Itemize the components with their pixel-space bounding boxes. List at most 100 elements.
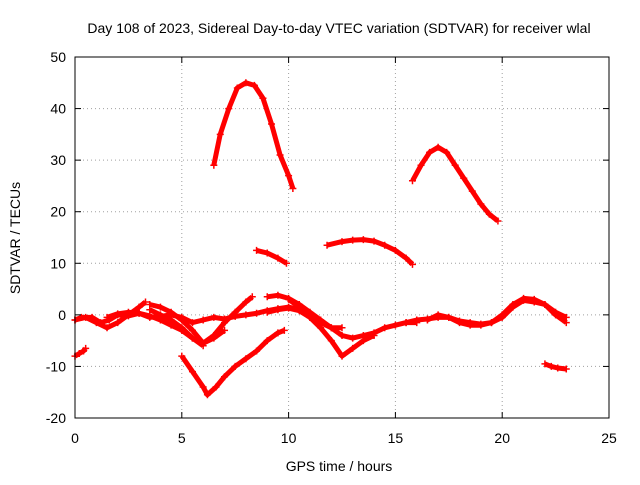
data-point [242,355,250,363]
data-point [146,312,154,320]
data-point [359,337,367,345]
series-line [179,327,286,398]
data-point [88,313,96,321]
data-point [188,319,196,327]
data-point [212,383,220,391]
data-point [114,319,122,327]
data-point [242,298,250,306]
data-point [317,324,325,332]
data-point [445,313,453,321]
data-point [242,79,250,87]
data-point [349,236,357,244]
data-point [274,306,282,314]
data-point [562,365,570,373]
data-point [82,344,90,352]
series-arc-12 [285,295,378,360]
data-point [413,316,421,324]
data-point [417,161,425,169]
x-tick-label: 5 [178,430,186,446]
data-point [402,254,410,262]
data-point [253,347,261,355]
data-point [276,151,284,159]
data-point [199,342,207,350]
data-point [263,249,271,257]
data-point [552,308,560,316]
data-point [562,313,570,321]
data-point [280,326,288,334]
x-tick-label: 10 [281,430,297,446]
data-point [216,130,224,138]
data-point [295,303,303,311]
data-point [408,260,416,268]
data-point [349,334,357,342]
data-point [541,360,549,368]
plot-frame [74,56,610,419]
data-point [141,298,149,306]
data-point [274,329,282,337]
data-point [274,254,282,262]
data-point [423,316,431,324]
data-point [263,337,271,345]
data-point [248,293,256,301]
data-point [541,301,549,309]
series-arc-6 [146,306,207,350]
data-point [530,295,538,303]
data-point [156,303,164,311]
data-point [97,319,105,327]
data-point [408,177,416,185]
data-point [509,301,517,309]
data-point [520,294,528,302]
data-point [210,161,218,169]
data-point [167,316,175,324]
axis-ticks: 0 5 10 15 20 25 -20 -10 0 10 20 30 40 50 [46,49,617,446]
data-point [468,187,476,195]
y-tick-label: -10 [46,358,66,374]
series-line [256,247,288,266]
series-arc-8 [210,79,297,193]
data-point [498,311,506,319]
data-point [253,309,261,317]
data-point [338,324,346,332]
data-point [547,362,555,370]
data-point [285,295,293,303]
y-tick-label: 40 [50,101,66,117]
series-line [426,295,568,328]
data-point [199,383,207,391]
data-point [167,308,175,316]
data-point [338,331,346,339]
data-point [477,321,485,329]
series-line [148,307,205,348]
y-tick-label: 50 [50,49,66,65]
data-point [285,304,293,312]
data-point [242,311,250,319]
data-point [494,217,502,225]
data-point [485,210,493,218]
data-point [434,143,442,151]
data-point [554,364,562,372]
data-point [381,324,389,332]
data-point [370,237,378,245]
x-axis-label: GPS time / hours [286,458,393,474]
data-point [402,319,410,327]
data-point [338,238,346,246]
data-point [285,172,293,180]
data-point [443,148,451,156]
x-tick-label: 25 [601,430,617,446]
y-tick-label: 10 [50,255,66,271]
data-point [188,326,196,334]
data-point [259,94,267,102]
data-point [188,368,196,376]
y-axis-label: SDTVAR / TECUs [7,182,23,294]
data-point [338,352,346,360]
data-point [156,311,164,319]
data-point [203,391,211,399]
data-point [263,293,271,301]
x-tick-label: 15 [388,430,404,446]
data-point [253,246,261,254]
data-point [359,236,367,244]
chart-title: Day 108 of 2023, Sidereal Day-to-day VTE… [87,20,590,36]
data-point [178,316,186,324]
data-series [71,79,570,399]
data-point [221,373,229,381]
